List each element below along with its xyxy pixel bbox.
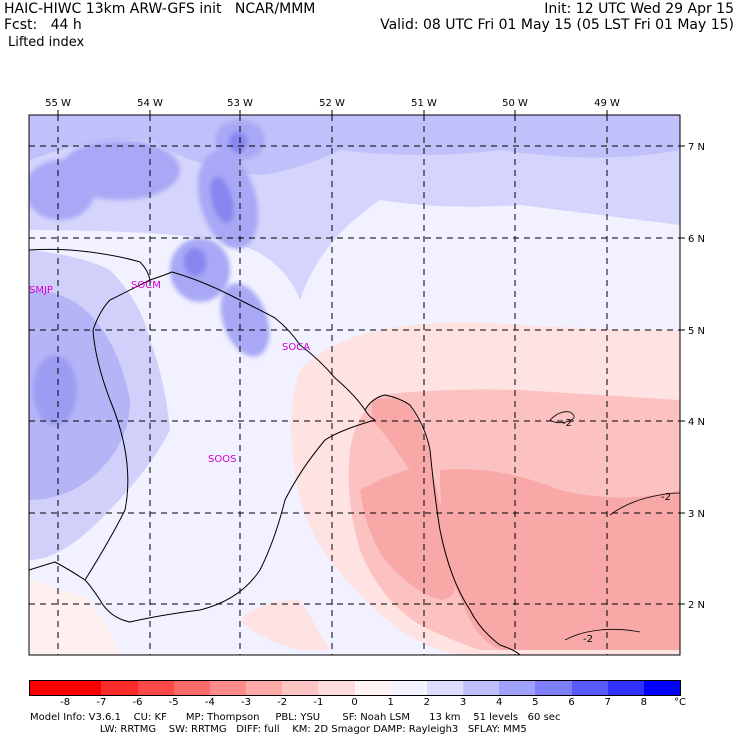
colorbar-tick-label: -8 xyxy=(60,697,71,708)
colorbar-swatch xyxy=(246,680,283,696)
lon-label: 54 W xyxy=(137,98,163,109)
lon-label: 50 W xyxy=(502,98,528,109)
colorbar-tick-label: 1 xyxy=(387,697,394,708)
lon-label: 53 W xyxy=(227,98,253,109)
colorbar-tick-label: -3 xyxy=(241,697,251,708)
lat-lon-grid xyxy=(29,115,680,655)
colorbar-tick-label: 5 xyxy=(532,697,539,708)
colorbar-swatch xyxy=(29,680,67,696)
colorbar-tick-label: -4 xyxy=(204,697,215,708)
colorbar-swatch xyxy=(571,680,609,696)
colorbar-swatch xyxy=(390,680,428,696)
lon-label: 49 W xyxy=(594,98,620,109)
lon-label: 55 W xyxy=(45,98,71,109)
lat-label: 3 N xyxy=(688,509,705,520)
field-name: Lifted index xyxy=(8,35,85,50)
model-info-line1: Model Info: V3.6.1 CU: KF MP: Thompson P… xyxy=(30,712,561,723)
colorbar-tick-label: 8 xyxy=(640,697,648,708)
lon-label: 51 W xyxy=(411,98,437,109)
contour-label: -2 xyxy=(562,418,572,429)
model-info-line2: LW: RRTMG SW: RRTMG DIFF: full KM: 2D Sm… xyxy=(30,724,527,735)
colorbar-tick-label: -1 xyxy=(313,697,324,708)
colorbar-swatch xyxy=(426,680,464,696)
colorbar-swatch xyxy=(607,680,645,696)
contour-label: -2 xyxy=(661,492,671,503)
colorbar-tick-label: 4 xyxy=(495,697,503,708)
colorbar-swatch xyxy=(318,680,355,696)
station-label: SOCA xyxy=(282,342,310,353)
country-borders xyxy=(28,279,376,623)
coastline xyxy=(28,248,521,656)
colorbar-swatch xyxy=(463,680,500,696)
colorbar-swatch xyxy=(643,680,682,696)
colorbar-tick-label: 6 xyxy=(568,697,575,708)
lon-label: 52 W xyxy=(319,98,345,109)
colorbar-tick-label: 7 xyxy=(604,697,611,708)
station-label: SMJP xyxy=(29,285,53,296)
lat-label: 5 N xyxy=(688,326,705,337)
colorbar-tick-label: -2 xyxy=(277,697,288,708)
colorbar-swatch xyxy=(101,680,138,696)
colorbar-swatch xyxy=(282,680,319,696)
valid-time: Valid: 08 UTC Fri 01 May 15 (05 LST Fri … xyxy=(380,17,734,33)
map-frame xyxy=(28,114,681,656)
colorbar-unit: °C xyxy=(674,697,686,708)
colorbar-tick-label: 3 xyxy=(459,697,467,708)
lifted-index-shading xyxy=(29,115,680,655)
lat-label: 2 N xyxy=(688,600,705,611)
colorbar-tick-label: -6 xyxy=(132,697,143,708)
contour-lines xyxy=(549,411,681,641)
colorbar-swatch xyxy=(137,680,175,696)
colorbar-swatch xyxy=(535,680,572,696)
lat-label: 4 N xyxy=(688,417,705,428)
colorbar-swatch xyxy=(65,680,102,696)
station-label: SOCM xyxy=(131,280,161,291)
contour-label: -2 xyxy=(583,634,593,645)
colorbar-swatch xyxy=(354,680,392,696)
colorbar-tick-label: 0 xyxy=(351,697,358,708)
colorbar-swatch xyxy=(499,680,536,696)
axis-ticks xyxy=(57,110,685,605)
station-label: SOOS xyxy=(208,454,236,465)
init-time: Init: 12 UTC Wed 29 Apr 15 xyxy=(544,1,734,17)
model-title: HAIC-HIWC 13km ARW-GFS init NCAR/MMM xyxy=(4,1,316,17)
lat-label: 7 N xyxy=(688,142,705,153)
lat-label: 6 N xyxy=(688,234,705,245)
colorbar-tick-label: -7 xyxy=(96,697,107,708)
colorbar-swatch xyxy=(173,680,211,696)
colorbar-swatch xyxy=(209,680,247,696)
forecast-hour: Fcst: 44 h xyxy=(4,17,82,33)
colorbar-tick-label: 2 xyxy=(423,697,431,708)
colorbar-tick-label: -5 xyxy=(168,697,179,708)
